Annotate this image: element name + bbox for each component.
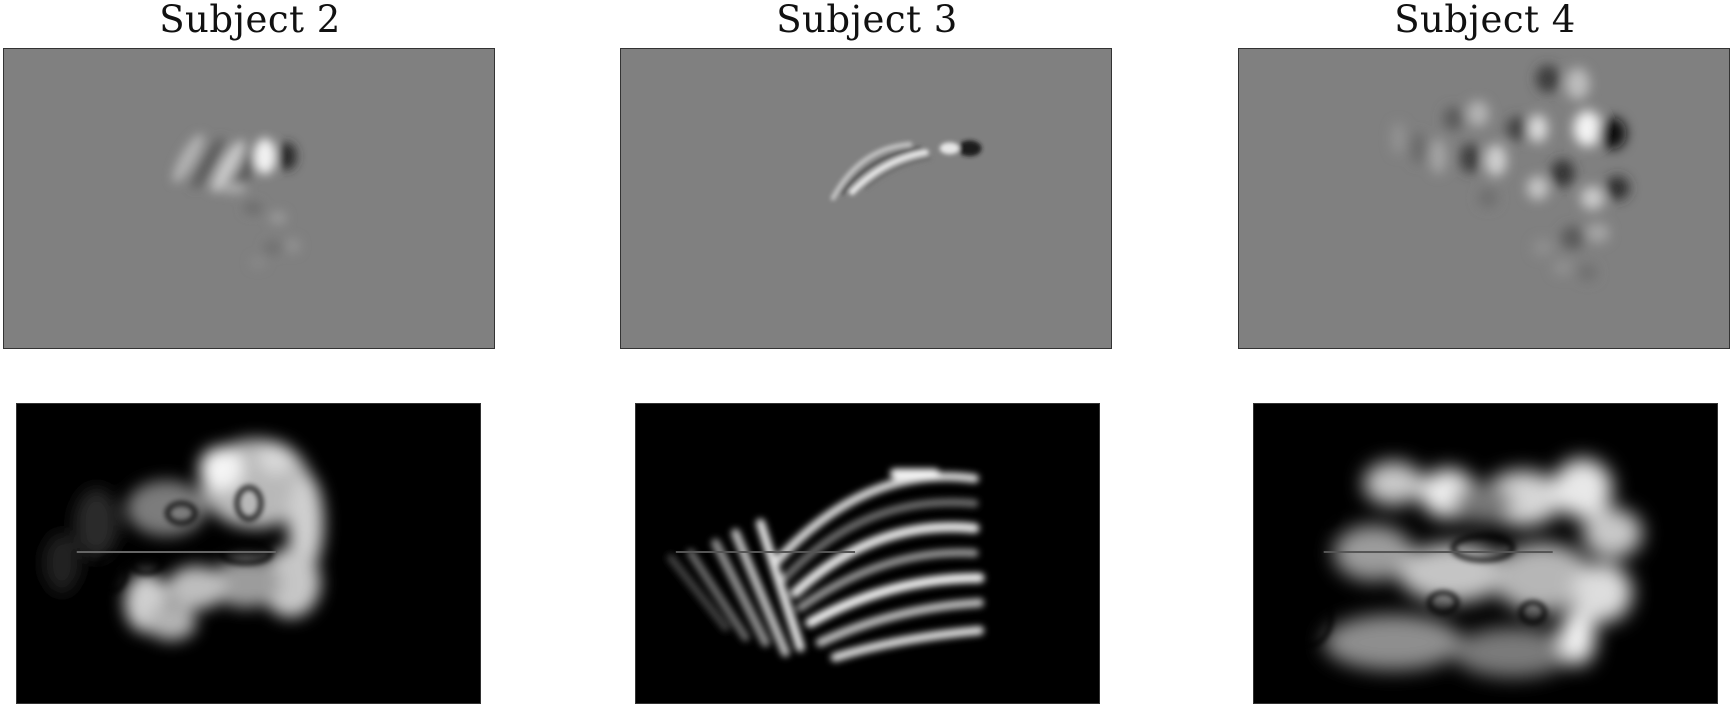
filter-image-subject-4 — [1238, 48, 1730, 349]
filter-image-subject-2 — [3, 48, 495, 349]
activation-map-subject-4 — [1253, 403, 1718, 704]
column-title-subject-4: Subject 4 — [1394, 0, 1576, 41]
activation-map-subject-3 — [635, 403, 1100, 704]
column-title-subject-2: Subject 2 — [159, 0, 341, 41]
column-title-subject-3: Subject 3 — [776, 0, 958, 41]
activation-map-subject-2 — [16, 403, 481, 704]
filter-image-subject-3 — [620, 48, 1112, 349]
